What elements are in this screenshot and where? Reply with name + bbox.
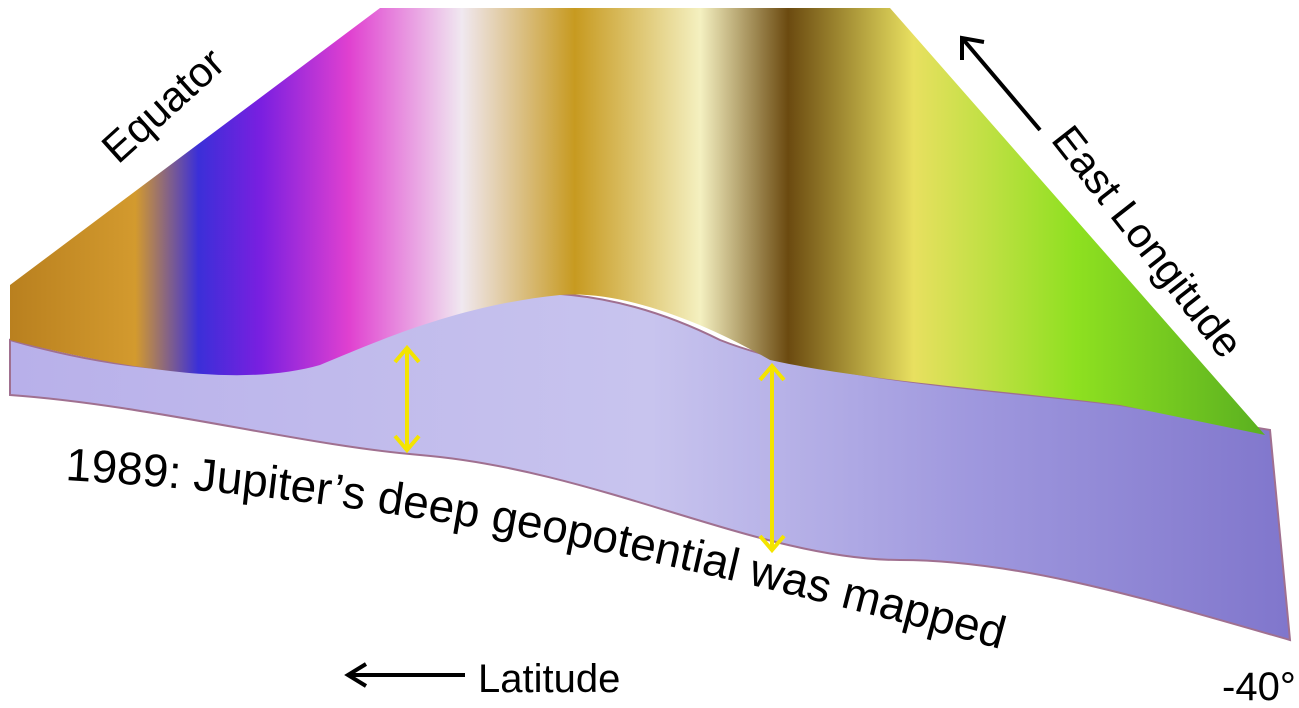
yellow-arrow <box>758 362 786 554</box>
arrows <box>344 35 1042 688</box>
longitude-arrow <box>960 35 1042 132</box>
latitude-label: Latitude <box>478 657 620 701</box>
yellow-arrow <box>393 344 421 454</box>
upper-surface <box>10 8 1265 435</box>
surface-render <box>9 8 1292 642</box>
latitude-arrow <box>344 662 465 688</box>
corner-label: -40° <box>1222 665 1296 708</box>
